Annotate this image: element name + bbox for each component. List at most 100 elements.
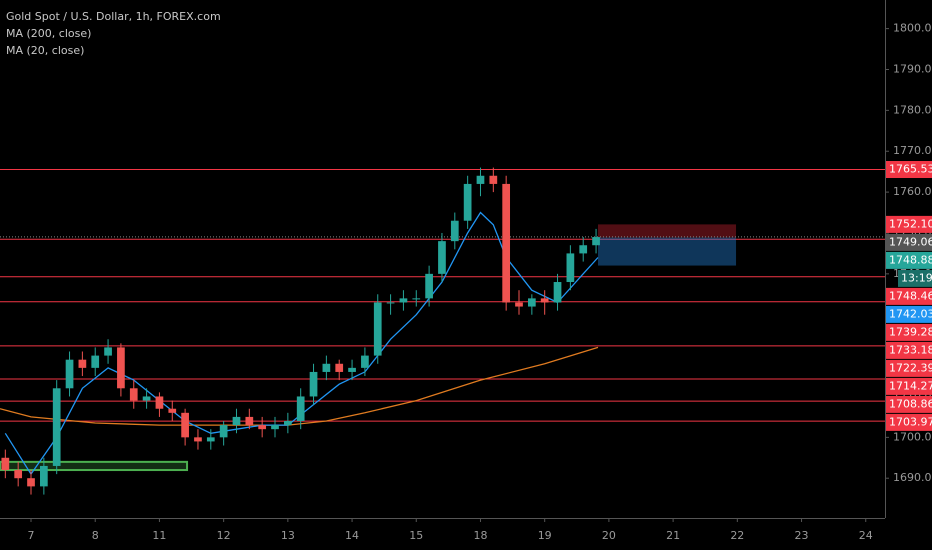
candle-body (373, 302, 382, 356)
candle-body (502, 183, 511, 303)
price-label-text: 1742.03 (889, 307, 932, 320)
price-label: 1752.10 (886, 215, 932, 233)
price-label-bg (886, 341, 932, 359)
price-label-text: 1749.06 (889, 235, 932, 248)
price-label-text: 1748.88 (889, 253, 932, 266)
x-tick-label: 19 (538, 529, 552, 542)
candle-body (476, 175, 485, 184)
candle-body (104, 347, 112, 356)
candle-body (283, 420, 292, 426)
stop-zone (597, 224, 737, 238)
price-label-bg (898, 269, 932, 287)
candle-body (361, 355, 369, 368)
y-tick-label: 1800.00 (893, 22, 932, 35)
candle-body (27, 478, 35, 487)
candle-body (1, 457, 10, 471)
price-label: 1748.46 (886, 287, 932, 305)
chart-title: Gold Spot / U.S. Dollar, 1h, FOREX.com (6, 10, 221, 23)
legend-entry: MA (200, close) (6, 27, 91, 40)
support-zone (0, 460, 189, 472)
candle-body (566, 253, 575, 283)
price-label-text: 1765.53 (889, 163, 932, 176)
price-label: 1748.88 (886, 251, 932, 269)
y-tick-label: 1760.00 (893, 185, 932, 198)
x-tick-label: 21 (666, 529, 680, 542)
candle-body (245, 416, 254, 426)
price-label: 1722.39 (886, 359, 932, 377)
candle-body (52, 388, 61, 466)
price-label: 1733.18 (886, 341, 932, 359)
candle-body (438, 241, 446, 274)
candle-body (592, 237, 600, 246)
candle-body (117, 347, 125, 389)
price-label-bg (886, 233, 932, 251)
candle-body (463, 183, 472, 221)
candle-body (553, 282, 562, 303)
candle-body (335, 363, 344, 372)
candle-body (40, 465, 48, 487)
price-label-bg (886, 161, 932, 179)
price-label: 1742.03 (886, 305, 932, 323)
price-label-bg (886, 395, 932, 413)
x-tick-label: 24 (859, 529, 873, 542)
candle-body (91, 355, 100, 368)
moving-average (0, 346, 599, 426)
candle-body (194, 437, 202, 442)
candle-body (181, 412, 189, 438)
candle-body (14, 470, 23, 479)
x-tick-label: 18 (473, 529, 487, 542)
candle-body (579, 245, 588, 254)
x-tick-label: 20 (602, 529, 616, 542)
x-tick-label: 13 (281, 529, 295, 542)
candle-body (540, 298, 549, 303)
candle-body (399, 298, 408, 303)
price-label-text: 13:19 (901, 271, 932, 284)
x-tick-label: 15 (409, 529, 423, 542)
x-tick-label: 7 (28, 529, 35, 542)
candle-body (232, 416, 241, 426)
x-tick-label: 23 (795, 529, 809, 542)
price-label-bg (886, 215, 932, 233)
price-label-text: 1703.97 (889, 415, 932, 428)
candle-body (65, 359, 74, 389)
target-zone (597, 237, 737, 266)
x-tick-label: 14 (345, 529, 359, 542)
x-tick-label: 22 (730, 529, 744, 542)
price-label-bg (886, 305, 932, 323)
price-label-text: 1739.28 (889, 325, 932, 338)
candle-body (78, 359, 87, 368)
candle-body (168, 408, 177, 413)
candle-body (258, 425, 267, 430)
x-tick-label: 11 (152, 529, 166, 542)
candle-body (142, 396, 151, 401)
price-label: 1708.86 (886, 395, 932, 413)
candle-body (527, 298, 536, 307)
price-label: 1714.27 (886, 377, 932, 395)
candle-body (309, 371, 318, 397)
candle-body (425, 273, 433, 299)
price-label: 1765.53 (886, 161, 932, 179)
price-label-text: 1708.86 (889, 397, 932, 410)
x-tick-label: 12 (217, 529, 231, 542)
candle-body (155, 396, 164, 409)
price-label: 1703.97 (886, 413, 932, 431)
axes: 1690.001700.001710.001720.001730.001740.… (28, 22, 932, 542)
plot-area (0, 167, 885, 495)
candle-body (322, 363, 331, 372)
y-tick-label: 1780.00 (893, 103, 932, 116)
price-label-bg (886, 359, 932, 377)
price-label: 1749.06 (886, 233, 932, 251)
candle-body (386, 302, 395, 304)
candle-body (206, 437, 215, 442)
price-label-bg (886, 287, 932, 305)
price-label-bg (886, 251, 932, 269)
candle-body (296, 396, 305, 421)
y-tick-label: 1770.00 (893, 144, 932, 157)
price-label-bg (886, 323, 932, 341)
x-tick-label: 8 (92, 529, 99, 542)
y-tick-label: 1700.00 (893, 430, 932, 443)
price-label-text: 1733.18 (889, 343, 932, 356)
